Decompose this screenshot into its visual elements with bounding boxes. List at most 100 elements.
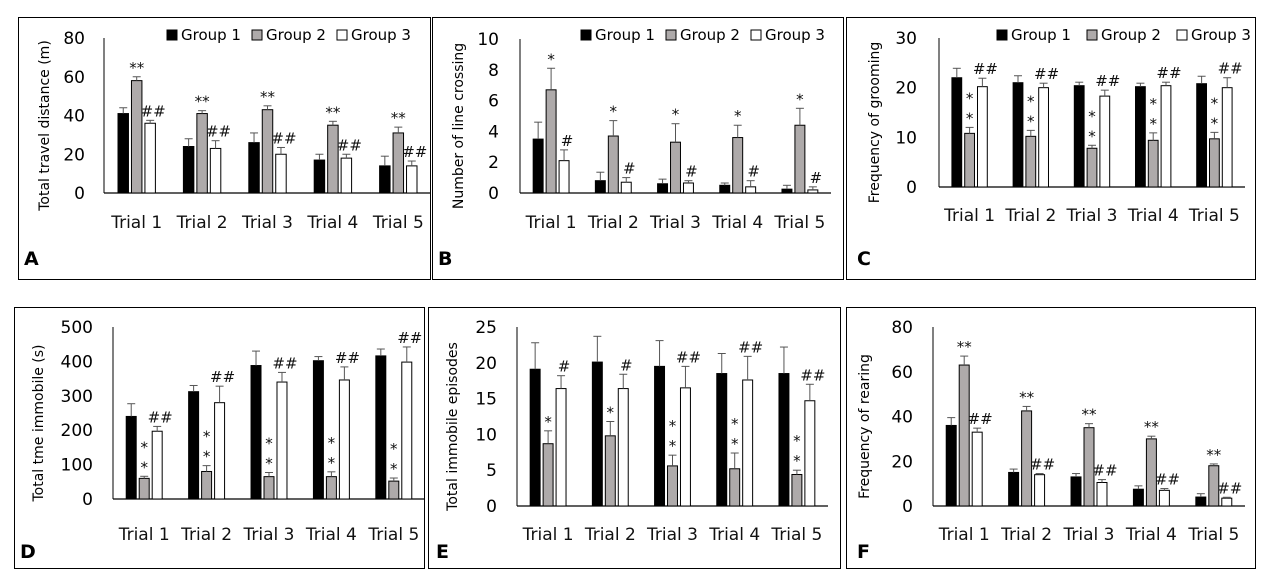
significance-marker: ##	[335, 349, 360, 367]
x-tick-label: Trial 3	[1066, 206, 1118, 226]
significance-marker: ##	[1217, 479, 1242, 497]
x-tick-label: Trial 2	[584, 525, 636, 545]
significance-marker: *	[328, 454, 336, 472]
y-tick-label: 80	[891, 318, 913, 338]
bar-group-3	[971, 431, 983, 507]
bar-group-2	[964, 132, 975, 188]
bar-group-3	[745, 186, 757, 194]
significance-marker: #	[561, 132, 574, 150]
bar-group-1	[1008, 471, 1020, 507]
bar-group-2	[1086, 147, 1098, 188]
bar-group-3	[144, 122, 156, 194]
bar-group-2	[388, 480, 400, 500]
y-tick-label: 15	[475, 390, 497, 410]
bar-group-3	[804, 400, 816, 507]
significance-marker: *	[265, 435, 273, 453]
bar-group-3	[555, 388, 567, 507]
y-tick-label: 10	[895, 128, 917, 148]
y-tick-label: 20	[895, 79, 917, 99]
panel-label: C	[857, 248, 871, 270]
significance-marker: *	[328, 434, 336, 452]
significance-marker: *	[672, 106, 680, 124]
legend-swatch	[665, 29, 677, 41]
significance-marker: *	[1027, 112, 1035, 130]
y-tick-label: 80	[63, 29, 85, 49]
bar-group-1	[654, 365, 666, 507]
significance-marker: *	[607, 404, 615, 422]
significance-marker: **	[957, 338, 973, 356]
bar-group-3	[807, 189, 819, 194]
significance-marker: ##	[1218, 60, 1243, 78]
bar-group-2	[729, 468, 741, 507]
significance-marker: *	[793, 452, 801, 470]
bar-group-3	[214, 402, 226, 500]
significance-marker: **	[1144, 418, 1160, 436]
bar-group-3	[1038, 87, 1049, 188]
x-tick-label: Trial 2	[180, 525, 232, 545]
legend-label: Group 2	[680, 26, 740, 44]
significance-marker: *	[1211, 94, 1219, 112]
x-tick-label: Trial 4	[305, 525, 357, 545]
significance-marker: *	[547, 50, 555, 68]
bar-group-2	[1025, 135, 1037, 188]
significance-marker: ##	[1156, 64, 1181, 82]
significance-marker: *	[544, 413, 552, 431]
significance-marker: *	[1088, 107, 1096, 125]
significance-marker: *	[140, 458, 148, 476]
bar-group-3	[1160, 85, 1172, 188]
legend-swatch	[580, 29, 592, 41]
y-axis-label: Total travel distance (m)	[37, 40, 53, 212]
bar-group-3	[1221, 87, 1233, 188]
y-tick-label: 200	[61, 421, 93, 441]
legend-swatch	[1086, 29, 1098, 41]
x-tick-label: Trial 1	[522, 525, 574, 545]
bar-group-3	[1096, 482, 1108, 507]
y-tick-label: 40	[891, 408, 913, 428]
panel-label: A	[24, 248, 39, 270]
y-tick-label: 2	[488, 153, 499, 173]
y-tick-label: 0	[906, 178, 917, 198]
y-tick-label: 0	[74, 184, 85, 204]
bar-group-3	[976, 86, 988, 188]
y-tick-label: 60	[891, 363, 913, 383]
bar-group-1	[250, 365, 262, 500]
y-tick-label: 10	[475, 425, 497, 445]
significance-marker: #	[620, 356, 633, 374]
bar-group-2	[1147, 139, 1159, 188]
bar-group-2	[138, 477, 150, 500]
significance-marker: *	[1088, 127, 1096, 145]
legend-swatch	[166, 29, 178, 41]
bar-group-1	[313, 159, 326, 194]
significance-marker: *	[1211, 114, 1219, 132]
panel-c: 0 10 20 30 Frequency of grooming Trial 1 * * ## T…	[846, 17, 1256, 280]
x-tick-label: Trial 4	[1127, 206, 1179, 226]
bar-group-1	[379, 165, 391, 194]
y-tick-label: 5	[486, 461, 497, 481]
bar-group-1	[1073, 85, 1085, 188]
x-tick-label: Trial 3	[243, 525, 295, 545]
y-tick-label: 8	[488, 61, 499, 81]
y-axis-label: Frequency of grooming	[867, 42, 883, 203]
legend-label: Group 1	[595, 26, 655, 44]
bar-group-2	[263, 476, 275, 500]
significance-marker: ##	[337, 136, 362, 154]
bar-group-2	[201, 470, 213, 500]
x-tick-label: Trial 1	[110, 213, 162, 233]
significance-marker: *	[669, 417, 677, 435]
significance-marker: **	[1082, 406, 1098, 424]
bar-group-1	[657, 183, 669, 194]
x-tick-label: Trial 3	[649, 213, 701, 233]
chart-a-svg: 0 20 40 60 80 Total travel distance (m) Trial …	[37, 26, 431, 233]
x-tick-label: Trial 5	[770, 525, 822, 545]
bar-group-3	[1221, 497, 1233, 507]
chart-e-svg: 0 5 10 15 20 25 Total immobile episodes Trial 1…	[445, 318, 828, 545]
bar-group-1	[375, 355, 387, 500]
bar-group-1	[188, 391, 200, 500]
y-tick-label: 500	[61, 318, 93, 338]
x-tick-label: Trial 5	[773, 213, 825, 233]
x-tick-label: Trial 1	[943, 206, 995, 226]
y-tick-label: 20	[475, 354, 497, 374]
x-tick-label: Trial 1	[118, 525, 170, 545]
x-tick-label: Trial 4	[306, 213, 358, 233]
bar-group-1	[1135, 86, 1146, 188]
